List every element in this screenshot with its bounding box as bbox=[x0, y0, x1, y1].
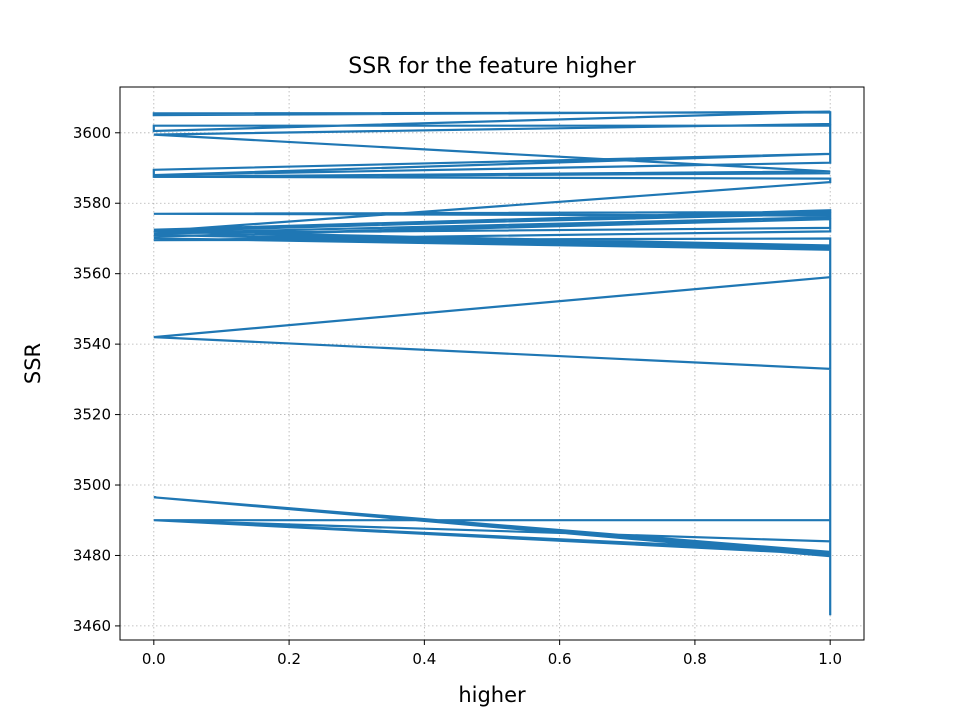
y-tick-label: 3460 bbox=[73, 617, 111, 635]
x-tick-label: 0.8 bbox=[683, 650, 707, 668]
x-tick-label: 0.2 bbox=[277, 650, 301, 668]
y-axis-title: SSR bbox=[21, 343, 45, 384]
y-tick-label: 3520 bbox=[73, 406, 111, 424]
x-tick-label: 0.6 bbox=[548, 650, 572, 668]
plot-frame bbox=[119, 86, 865, 641]
y-tick-label: 3580 bbox=[73, 194, 111, 212]
series-line-2 bbox=[152, 110, 832, 178]
x-tick-label: 0.0 bbox=[142, 650, 166, 668]
y-tick-label: 3560 bbox=[73, 265, 111, 283]
x-axis-title: higher bbox=[458, 683, 526, 707]
x-tick-label: 0.4 bbox=[412, 650, 436, 668]
series-line-1 bbox=[152, 110, 832, 616]
x-axis: 0.0 0.2 0.4 0.6 0.8 1.0 bbox=[142, 640, 842, 668]
y-tick-label: 3540 bbox=[73, 335, 111, 353]
y-tick-label: 3480 bbox=[73, 546, 111, 564]
x-tick-label: 1.0 bbox=[818, 650, 842, 668]
series-layer bbox=[152, 110, 832, 616]
chart-title: SSR for the feature higher bbox=[348, 54, 636, 79]
y-axis: 3460 3480 3500 3520 3540 3560 3580 3600 bbox=[73, 124, 120, 635]
y-tick-label: 3600 bbox=[73, 124, 111, 142]
y-tick-label: 3500 bbox=[73, 476, 111, 494]
